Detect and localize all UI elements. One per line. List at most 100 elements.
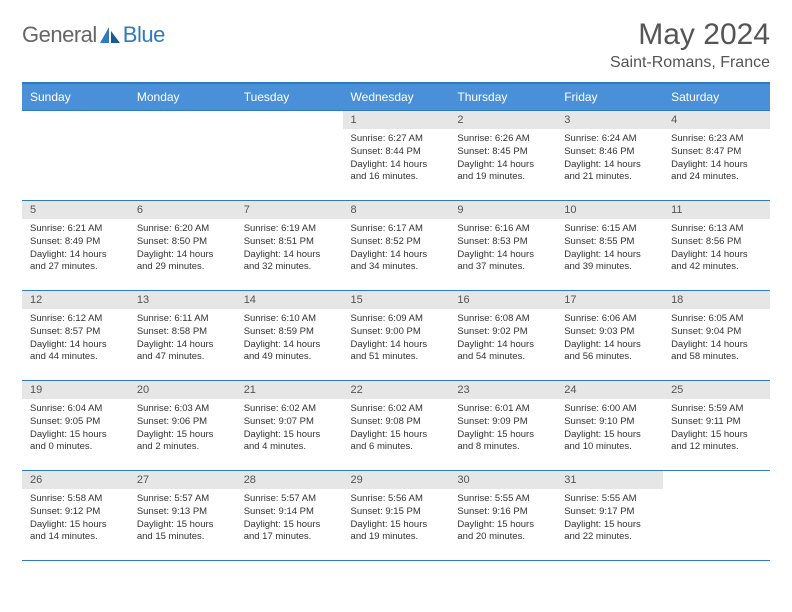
day-details: Sunrise: 6:15 AMSunset: 8:55 PMDaylight:… — [556, 219, 663, 280]
day-number: 20 — [129, 381, 236, 399]
day-details: Sunrise: 6:01 AMSunset: 9:09 PMDaylight:… — [449, 399, 556, 460]
calendar-cell: 26Sunrise: 5:58 AMSunset: 9:12 PMDayligh… — [22, 471, 129, 561]
day-number: 10 — [556, 201, 663, 219]
day-number: 17 — [556, 291, 663, 309]
day-number: 31 — [556, 471, 663, 489]
day-details: Sunrise: 6:02 AMSunset: 9:08 PMDaylight:… — [343, 399, 450, 460]
weekday-header-row: Sunday Monday Tuesday Wednesday Thursday… — [22, 83, 770, 111]
weekday-thursday: Thursday — [449, 83, 556, 111]
calendar-row: 5Sunrise: 6:21 AMSunset: 8:49 PMDaylight… — [22, 201, 770, 291]
day-details: Sunrise: 6:11 AMSunset: 8:58 PMDaylight:… — [129, 309, 236, 370]
calendar-cell: 14Sunrise: 6:10 AMSunset: 8:59 PMDayligh… — [236, 291, 343, 381]
day-number: 2 — [449, 111, 556, 129]
day-details: Sunrise: 5:56 AMSunset: 9:15 PMDaylight:… — [343, 489, 450, 550]
day-number: 24 — [556, 381, 663, 399]
day-number: 30 — [449, 471, 556, 489]
calendar-cell: 9Sunrise: 6:16 AMSunset: 8:53 PMDaylight… — [449, 201, 556, 291]
calendar-cell: 4Sunrise: 6:23 AMSunset: 8:47 PMDaylight… — [663, 111, 770, 201]
calendar-cell: 7Sunrise: 6:19 AMSunset: 8:51 PMDaylight… — [236, 201, 343, 291]
calendar-row: 26Sunrise: 5:58 AMSunset: 9:12 PMDayligh… — [22, 471, 770, 561]
day-details: Sunrise: 5:57 AMSunset: 9:14 PMDaylight:… — [236, 489, 343, 550]
day-number: 28 — [236, 471, 343, 489]
day-details: Sunrise: 5:58 AMSunset: 9:12 PMDaylight:… — [22, 489, 129, 550]
calendar-cell — [22, 111, 129, 201]
day-number: 23 — [449, 381, 556, 399]
day-details: Sunrise: 6:26 AMSunset: 8:45 PMDaylight:… — [449, 129, 556, 190]
logo-sail-icon — [100, 27, 120, 43]
header: General Blue May 2024 Saint-Romans, Fran… — [22, 18, 770, 72]
day-details: Sunrise: 6:17 AMSunset: 8:52 PMDaylight:… — [343, 219, 450, 280]
day-details: Sunrise: 6:04 AMSunset: 9:05 PMDaylight:… — [22, 399, 129, 460]
calendar-cell — [663, 471, 770, 561]
day-details: Sunrise: 6:10 AMSunset: 8:59 PMDaylight:… — [236, 309, 343, 370]
calendar-cell: 12Sunrise: 6:12 AMSunset: 8:57 PMDayligh… — [22, 291, 129, 381]
day-number: 15 — [343, 291, 450, 309]
calendar-cell: 20Sunrise: 6:03 AMSunset: 9:06 PMDayligh… — [129, 381, 236, 471]
day-details: Sunrise: 6:13 AMSunset: 8:56 PMDaylight:… — [663, 219, 770, 280]
logo-text-blue: Blue — [123, 22, 165, 48]
calendar-cell: 28Sunrise: 5:57 AMSunset: 9:14 PMDayligh… — [236, 471, 343, 561]
day-details: Sunrise: 6:24 AMSunset: 8:46 PMDaylight:… — [556, 129, 663, 190]
calendar-body: 1Sunrise: 6:27 AMSunset: 8:44 PMDaylight… — [22, 111, 770, 561]
day-number: 13 — [129, 291, 236, 309]
calendar-cell: 24Sunrise: 6:00 AMSunset: 9:10 PMDayligh… — [556, 381, 663, 471]
day-number: 16 — [449, 291, 556, 309]
day-number: 19 — [22, 381, 129, 399]
day-number: 8 — [343, 201, 450, 219]
calendar-cell: 25Sunrise: 5:59 AMSunset: 9:11 PMDayligh… — [663, 381, 770, 471]
day-number: 18 — [663, 291, 770, 309]
calendar-cell: 6Sunrise: 6:20 AMSunset: 8:50 PMDaylight… — [129, 201, 236, 291]
day-number: 29 — [343, 471, 450, 489]
calendar-cell: 10Sunrise: 6:15 AMSunset: 8:55 PMDayligh… — [556, 201, 663, 291]
day-number: 7 — [236, 201, 343, 219]
calendar-row: 19Sunrise: 6:04 AMSunset: 9:05 PMDayligh… — [22, 381, 770, 471]
calendar-row: 1Sunrise: 6:27 AMSunset: 8:44 PMDaylight… — [22, 111, 770, 201]
calendar-cell: 1Sunrise: 6:27 AMSunset: 8:44 PMDaylight… — [343, 111, 450, 201]
calendar-cell: 22Sunrise: 6:02 AMSunset: 9:08 PMDayligh… — [343, 381, 450, 471]
calendar: Sunday Monday Tuesday Wednesday Thursday… — [22, 82, 770, 561]
calendar-cell: 3Sunrise: 6:24 AMSunset: 8:46 PMDaylight… — [556, 111, 663, 201]
calendar-cell: 21Sunrise: 6:02 AMSunset: 9:07 PMDayligh… — [236, 381, 343, 471]
weekday-saturday: Saturday — [663, 83, 770, 111]
day-details: Sunrise: 6:19 AMSunset: 8:51 PMDaylight:… — [236, 219, 343, 280]
day-details: Sunrise: 6:23 AMSunset: 8:47 PMDaylight:… — [663, 129, 770, 190]
day-details: Sunrise: 6:27 AMSunset: 8:44 PMDaylight:… — [343, 129, 450, 190]
calendar-cell: 13Sunrise: 6:11 AMSunset: 8:58 PMDayligh… — [129, 291, 236, 381]
day-details: Sunrise: 5:55 AMSunset: 9:16 PMDaylight:… — [449, 489, 556, 550]
day-details: Sunrise: 6:12 AMSunset: 8:57 PMDaylight:… — [22, 309, 129, 370]
logo: General Blue — [22, 22, 165, 48]
calendar-cell: 8Sunrise: 6:17 AMSunset: 8:52 PMDaylight… — [343, 201, 450, 291]
day-details: Sunrise: 6:03 AMSunset: 9:06 PMDaylight:… — [129, 399, 236, 460]
calendar-cell: 30Sunrise: 5:55 AMSunset: 9:16 PMDayligh… — [449, 471, 556, 561]
calendar-cell: 19Sunrise: 6:04 AMSunset: 9:05 PMDayligh… — [22, 381, 129, 471]
day-number: 6 — [129, 201, 236, 219]
day-details: Sunrise: 6:06 AMSunset: 9:03 PMDaylight:… — [556, 309, 663, 370]
day-number: 1 — [343, 111, 450, 129]
calendar-row: 12Sunrise: 6:12 AMSunset: 8:57 PMDayligh… — [22, 291, 770, 381]
day-number: 5 — [22, 201, 129, 219]
day-details: Sunrise: 6:00 AMSunset: 9:10 PMDaylight:… — [556, 399, 663, 460]
calendar-cell: 11Sunrise: 6:13 AMSunset: 8:56 PMDayligh… — [663, 201, 770, 291]
weekday-tuesday: Tuesday — [236, 83, 343, 111]
calendar-cell: 17Sunrise: 6:06 AMSunset: 9:03 PMDayligh… — [556, 291, 663, 381]
day-details: Sunrise: 6:02 AMSunset: 9:07 PMDaylight:… — [236, 399, 343, 460]
day-details: Sunrise: 5:57 AMSunset: 9:13 PMDaylight:… — [129, 489, 236, 550]
day-details: Sunrise: 6:21 AMSunset: 8:49 PMDaylight:… — [22, 219, 129, 280]
weekday-sunday: Sunday — [22, 83, 129, 111]
day-number: 12 — [22, 291, 129, 309]
calendar-cell: 5Sunrise: 6:21 AMSunset: 8:49 PMDaylight… — [22, 201, 129, 291]
day-number: 9 — [449, 201, 556, 219]
calendar-cell: 27Sunrise: 5:57 AMSunset: 9:13 PMDayligh… — [129, 471, 236, 561]
calendar-cell: 29Sunrise: 5:56 AMSunset: 9:15 PMDayligh… — [343, 471, 450, 561]
calendar-cell: 2Sunrise: 6:26 AMSunset: 8:45 PMDaylight… — [449, 111, 556, 201]
location: Saint-Romans, France — [610, 54, 770, 72]
day-number: 11 — [663, 201, 770, 219]
weekday-monday: Monday — [129, 83, 236, 111]
day-details: Sunrise: 6:20 AMSunset: 8:50 PMDaylight:… — [129, 219, 236, 280]
weekday-friday: Friday — [556, 83, 663, 111]
day-number: 22 — [343, 381, 450, 399]
day-number: 21 — [236, 381, 343, 399]
weekday-wednesday: Wednesday — [343, 83, 450, 111]
calendar-cell: 23Sunrise: 6:01 AMSunset: 9:09 PMDayligh… — [449, 381, 556, 471]
day-details: Sunrise: 5:55 AMSunset: 9:17 PMDaylight:… — [556, 489, 663, 550]
